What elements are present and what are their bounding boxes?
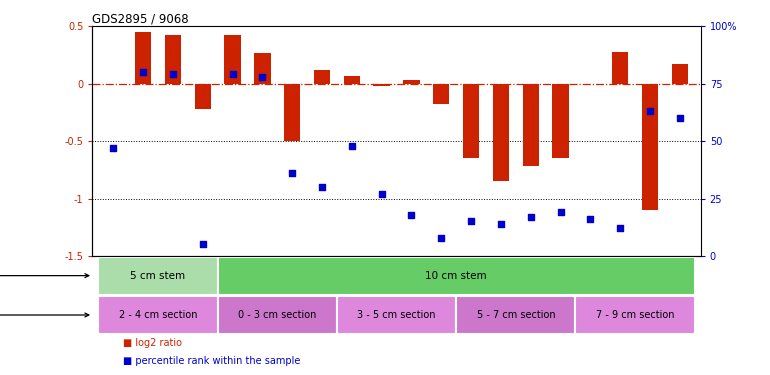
Point [554,209,567,215]
Point [137,69,149,75]
Point [465,219,477,225]
Text: 0 - 3 cm section: 0 - 3 cm section [238,310,316,320]
Bar [612,51,628,84]
Text: 2 - 4 cm section: 2 - 4 cm section [119,310,197,320]
Text: 7 - 9 cm section: 7 - 9 cm section [596,310,675,320]
Point [674,115,686,121]
Point [614,225,626,231]
Bar [99,296,218,334]
Bar [135,32,151,84]
Point [584,216,597,222]
Bar [218,257,695,294]
Text: 5 cm stem: 5 cm stem [130,271,186,280]
Bar [343,76,360,84]
Point [107,145,119,151]
Bar [373,84,390,86]
Text: 3 - 5 cm section: 3 - 5 cm section [357,310,436,320]
Text: 5 - 7 cm section: 5 - 7 cm section [477,310,555,320]
Bar [671,64,688,84]
Text: development stage: development stage [0,271,89,280]
Bar [523,84,539,166]
Text: 10 cm stem: 10 cm stem [425,271,487,280]
Bar [224,36,241,84]
Bar [642,84,658,210]
Point [495,221,507,227]
Text: ■ log2 ratio: ■ log2 ratio [123,338,182,348]
Bar [337,296,456,334]
Bar [218,296,337,334]
Bar [165,36,181,84]
Point [644,108,656,114]
Bar [552,84,569,158]
Bar [254,53,270,84]
Bar [463,84,479,158]
Bar [433,84,450,104]
Point [346,143,358,149]
Bar [456,296,575,334]
Bar [99,257,218,294]
Bar [195,84,211,109]
Bar [575,296,695,334]
Bar [493,84,509,181]
Text: ■ percentile rank within the sample: ■ percentile rank within the sample [123,356,300,366]
Point [435,235,447,241]
Point [316,184,328,190]
Point [376,191,388,197]
Point [405,211,417,217]
Point [196,242,209,248]
Text: other: other [0,310,89,320]
Point [286,170,298,176]
Point [256,74,269,80]
Bar [284,84,300,141]
Bar [403,80,420,84]
Point [167,72,179,78]
Point [226,72,239,78]
Bar [314,70,330,84]
Point [524,214,537,220]
Text: GDS2895 / 9068: GDS2895 / 9068 [92,12,189,25]
